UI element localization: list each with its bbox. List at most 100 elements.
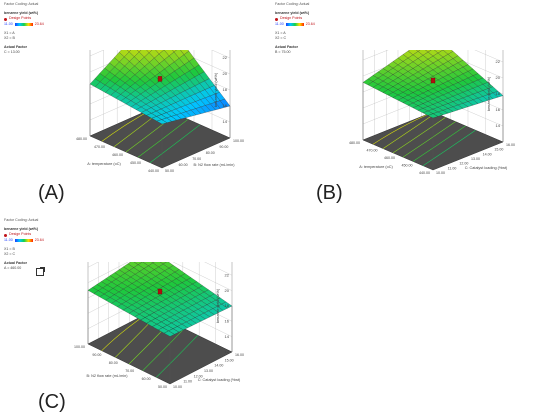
panel-label-c: (C) [38,391,66,413]
actual-factor-value: A = 460.00 [4,266,22,271]
z-tick-label: 14 [225,334,230,339]
z-tick-label: 18 [496,91,501,96]
y-tick-label: 15.00 [225,358,234,362]
z-tick-label: 20 [496,75,501,80]
z-tick-label: 14 [496,123,501,128]
y-axis-title: C: Catalyst loading (%wt) [465,166,508,170]
colorbar-row: 11.00 23.64 [275,22,335,27]
z-tick-label: 12 [225,349,230,354]
y-tick-label: 10.00 [173,385,182,389]
design-points-row: Design Points [4,232,64,237]
y-tick-label: 90.00 [219,145,228,149]
z-tick-label: 12 [223,135,228,140]
colorbar-max: 23.64 [34,237,44,242]
colorbar-row: 11.00 23.64 [4,22,64,27]
response-title: benzene yield (wt%) [4,227,39,232]
contour-line [142,328,185,371]
x-axis-title: A: temperature (oC) [359,165,393,169]
response-title: benzene yield (wt%) [4,11,39,16]
x2-label: X2 = B [4,36,15,41]
actual-factor-title: Actual Factor [275,45,298,50]
z-tick-label: 14 [223,119,228,124]
actual-factor-value: B = 75.00 [275,50,291,55]
design-points-row: Design Points [275,16,335,21]
y-tick-label: 60.00 [179,163,188,167]
x-axis-title: A: temperature (oC) [87,162,121,166]
contour-line [422,129,476,166]
y-tick-label: 11.00 [448,166,457,170]
z-tick-label: 18 [225,303,230,308]
x-tick-label: 450.00 [130,161,141,165]
colorbar-row: 11.00 23.64 [4,238,64,243]
contour-line [149,124,201,163]
design-point [157,288,163,295]
x-tick-label: 480.00 [349,141,360,145]
y-tick-label: 100.00 [233,139,244,143]
actual-factor-value: C = 13.00 [4,50,20,55]
x-tick-label: 460.00 [112,153,123,157]
surface-cell [136,50,142,53]
actual-factor-title: Actual Factor [4,45,27,50]
y-axis-title: C: Catalyst loading (%wt) [198,378,241,382]
y-tick-label: 10.00 [436,171,445,175]
y-tick-label: 80.00 [206,151,215,155]
surface-cell [416,50,421,52]
design-point-marker-icon [275,17,278,21]
z-tick-label: 16 [496,107,501,112]
surface-cell [427,113,439,119]
x2-label: X2 = C [275,36,287,41]
colorbar-gradient [285,22,304,26]
factor-coding-label: Factor Coding: Actual [4,218,39,222]
x-tick-label: 50.00 [158,385,167,389]
colorbar-min: 11.00 [275,21,284,26]
x-axis-title: B: N2 flow rate (mL/min) [87,374,129,378]
y-tick-label: 13.00 [204,369,213,373]
surface-cell [146,50,153,53]
z-tick-label: 18 [223,87,228,92]
surface-cell [425,50,432,53]
panel-label-b: (B) [316,182,343,204]
colorbar-min: 11.00 [4,21,13,26]
z-axis-title: benzene yield (wt%) [487,76,491,111]
z-tick-label: 16 [223,103,228,108]
y-tick-label: 14.00 [214,364,223,368]
y-tick-label: 50.00 [165,169,174,173]
design-points-label: Design Points [9,16,32,21]
factor-coding-label: Factor Coding: Actual [275,2,310,6]
external-link-icon[interactable] [36,267,45,276]
x-tick-label: 70.00 [125,369,134,373]
x-tick-label: 100.00 [74,345,85,349]
z-tick-label: 16 [225,319,230,324]
surface-chart-b: 12141618202224benzene yield (wt%)440.004… [349,50,515,175]
colorbar-max: 23.64 [34,21,44,26]
x1-label: X1 = A [275,30,286,35]
x-tick-label: 60.00 [142,377,151,381]
factor-coding-label: Factor Coding: Actual [4,2,39,6]
colorbar-min: 11.00 [4,237,13,242]
legend-a: Factor Coding: Actual benzene yield (wt%… [4,2,64,56]
y-tick-label: 15.00 [494,148,503,152]
surface-cell [172,50,177,53]
y-axis-title: B: N2 flow rate (mL/min) [194,163,236,167]
panel-label-a: (A) [38,182,65,204]
y-tick-label: 12.00 [459,162,468,166]
z-tick-label: 22 [223,55,228,60]
design-points-label: Design Points [280,16,303,21]
design-points-row: Design Points [4,16,64,21]
design-point [157,76,163,82]
z-axis-title: benzene yield (wt%) [214,72,218,107]
legend-c: Factor Coding: Actual benzene yield (wt%… [4,218,64,272]
z-tick-label: 20 [223,71,228,76]
x-tick-label: 470.00 [94,145,105,149]
y-tick-label: 16.00 [506,143,515,147]
x-tick-label: 470.00 [367,149,378,153]
x1-label: X1 = B [4,246,15,251]
y-tick-label: 13.00 [471,157,480,161]
x2-label: X2 = C [4,252,16,257]
z-tick-label: 20 [225,288,230,293]
surface-cell [156,119,168,125]
x-tick-label: 460.00 [384,156,395,160]
design-points-label: Design Points [9,232,32,237]
legend-b: Factor Coding: Actual benzene yield (wt%… [275,2,335,56]
surface-cell [151,262,155,264]
